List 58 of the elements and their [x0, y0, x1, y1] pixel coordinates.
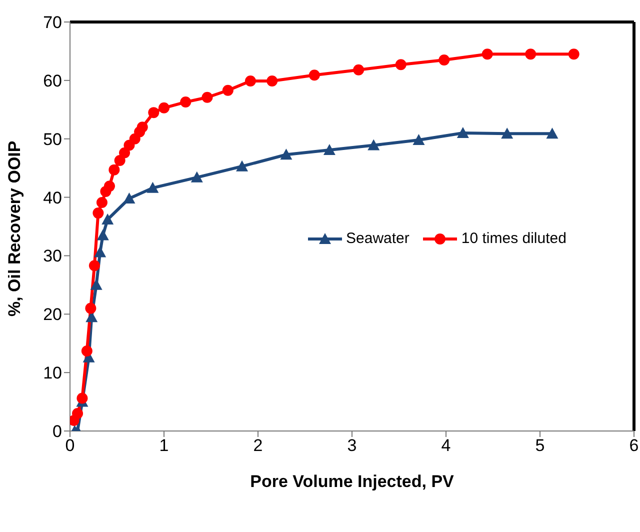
y-tick-label: 30 [43, 246, 62, 266]
y-tick-label: 50 [43, 130, 62, 149]
point [119, 147, 130, 158]
point [85, 302, 96, 314]
point [456, 127, 469, 138]
point [482, 48, 493, 60]
point [202, 92, 213, 103]
point [438, 54, 450, 66]
point [76, 392, 88, 404]
point [94, 246, 106, 258]
y-tick-label: 70 [43, 13, 62, 32]
y-tick-label: 10 [43, 364, 62, 383]
point [236, 160, 248, 172]
point [280, 148, 292, 160]
point [88, 260, 100, 272]
y-tick-label: 40 [43, 188, 62, 208]
point [546, 128, 558, 139]
point [123, 192, 136, 204]
x-tick-label: 4 [441, 436, 451, 456]
point [222, 84, 234, 96]
point [92, 208, 104, 219]
x-tick-label: 2 [253, 436, 263, 456]
x-tick-label: 1 [159, 436, 169, 456]
point [72, 408, 84, 419]
point [525, 48, 536, 60]
point [136, 122, 148, 133]
point [368, 139, 380, 150]
point [412, 134, 425, 146]
point [266, 76, 278, 87]
y-axis-title: %, Oil Recovery OOIP [5, 140, 24, 316]
point [96, 197, 108, 208]
x-tick-label: 6 [629, 436, 639, 456]
point [308, 70, 320, 81]
x-tick-label: 5 [535, 436, 545, 456]
x-tick-label: 0 [65, 436, 75, 456]
x-tick-label: 3 [347, 436, 357, 456]
point [104, 180, 115, 192]
y-tick-label: 20 [43, 305, 62, 324]
point [501, 128, 514, 139]
point [148, 107, 160, 118]
x-axis-title: Pore Volume Injected, PV [250, 472, 455, 491]
y-tick-label: 60 [43, 71, 62, 90]
point [568, 48, 580, 60]
legend-label: Seawater [346, 230, 410, 247]
legend-label: 10 times diluted [461, 230, 566, 247]
point [395, 59, 406, 70]
point [108, 164, 120, 176]
point [180, 96, 192, 108]
point [146, 182, 159, 193]
point [244, 76, 256, 87]
point [323, 144, 336, 155]
y-tick-label: 0 [52, 422, 62, 442]
point [96, 229, 109, 240]
point [158, 102, 170, 114]
point [102, 213, 114, 224]
point [190, 171, 203, 182]
point [81, 345, 92, 356]
point [353, 64, 364, 76]
